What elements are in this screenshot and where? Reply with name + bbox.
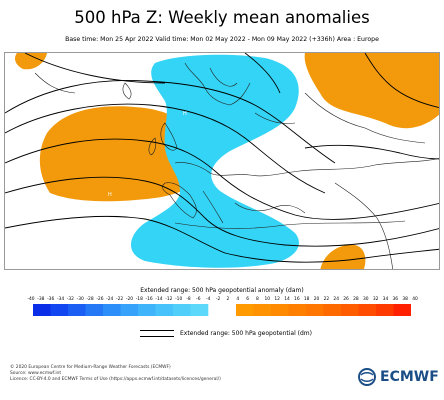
colorbar-positive-segment — [376, 304, 394, 316]
valid-time-subtitle: Base time: Mon 25 Apr 2022 Valid time: M… — [65, 36, 379, 43]
colorbar-tick: 30 — [362, 297, 369, 302]
colorbar-tick: -6 — [196, 297, 201, 302]
colorbar-tick: -2 — [215, 297, 221, 302]
colorbar-negative-segment — [50, 304, 69, 316]
colorbar-ticks: -40 -38 -36 -34 -32 -30 -28 -26 -24 -22 -20 -18 -16-… — [27, 296, 417, 304]
colorbar-negative-segment — [138, 304, 156, 316]
marker-h1: H — [183, 111, 187, 117]
ecmwf-logo-icon — [358, 368, 376, 386]
colorbar-negative-segment — [190, 304, 209, 316]
colorbar-tick: 24 — [333, 297, 340, 302]
colorbar-positive-segment — [358, 304, 377, 316]
colorbar-tick: 8 — [256, 297, 259, 302]
colorbar-tick: 34 — [382, 297, 389, 302]
colorbar-tick: 22 — [323, 297, 330, 302]
page-title: 500 hPa Z: Weekly mean anomalies — [74, 8, 370, 27]
marker-h2: H — [108, 192, 112, 198]
colorbar-tick: -32 — [66, 297, 74, 302]
colorbar-tick: -38 — [37, 297, 45, 302]
colorbar-negative-segment — [120, 304, 139, 316]
colorbar-positive-segment — [271, 304, 289, 316]
licence-line: Licence: CC-BY-4.0 and ECMWF Terms of Us… — [10, 377, 221, 382]
colorbar-tick: -40 — [27, 297, 35, 302]
colorbar-positive-segment — [341, 304, 359, 316]
copyright-line: © 2020 European Centre for Medium-Range … — [10, 365, 171, 370]
colorbar-tick: -12 — [165, 297, 173, 302]
colorbar-tick: -10 — [175, 297, 183, 302]
marker-l1: L — [225, 162, 228, 168]
positive-anomaly-northeast — [304, 53, 439, 129]
colorbar-tick: 12 — [274, 297, 280, 302]
colorbar-tick: 10 — [264, 297, 271, 302]
colorbar-tick: -36 — [47, 297, 55, 302]
colorbar-tick: 4 — [236, 297, 240, 302]
colorbar-negative-segment — [85, 304, 104, 316]
colorbar-tick: 28 — [353, 297, 359, 302]
colorbar-positive-segment — [236, 304, 254, 316]
source-line: Source: www.ecmwf.int — [10, 371, 62, 376]
colorbar-positive-segment — [253, 304, 272, 316]
positive-anomaly-southeast — [320, 244, 366, 269]
colorbar-tick: -20 — [125, 297, 134, 302]
colorbar-tick: -24 — [106, 297, 114, 302]
geopotential-contours — [5, 53, 439, 263]
colorbar-positive-segment — [288, 304, 307, 316]
colorbar-negative-segment — [33, 304, 51, 316]
anomaly-map: H H L — [4, 52, 440, 270]
colorbar-tick: -4 — [206, 297, 211, 302]
colorbar-negative-segment — [173, 304, 191, 316]
colorbar-tick: 40 — [412, 297, 418, 302]
colorbar-tick: -18 — [135, 297, 143, 302]
colorbar — [33, 304, 411, 316]
contour-legend: Extended range: 500 hPa geopotential (dm… — [140, 330, 350, 340]
colorbar-tick: -30 — [76, 297, 84, 302]
colorbar-tick: 26 — [343, 297, 349, 302]
contour-legend-line — [140, 330, 174, 337]
colorbar-tick: 36 — [392, 297, 399, 302]
colorbar-positive-segment — [306, 304, 324, 316]
colorbar-tick: -22 — [116, 297, 124, 302]
colorbar-tick: 32 — [372, 297, 379, 302]
colorbar-tick: -28 — [86, 297, 94, 302]
colorbar-tick: 6 — [246, 297, 249, 302]
contour-legend-label: Extended range: 500 hPa geopotential (dm… — [180, 330, 312, 337]
footer: © 2020 European Centre for Medium-Range … — [10, 365, 221, 383]
positive-anomaly-northwest — [15, 53, 47, 70]
colorbar-tick: 38 — [402, 297, 408, 302]
colorbar-tick: -26 — [96, 297, 104, 302]
colorbar-title: Extended range: 500 hPa geopotential ano… — [140, 287, 304, 294]
colorbar-tick: 16 — [294, 297, 300, 302]
coastlines — [34, 62, 439, 269]
colorbar-tick: 20 — [313, 297, 320, 302]
colorbar-negative-segment — [68, 304, 86, 316]
colorbar-negative-segment — [103, 304, 121, 316]
colorbar-tick: -8 — [186, 297, 191, 302]
colorbar-negative-segment — [155, 304, 174, 316]
colorbar-positive-segment — [393, 304, 411, 316]
map-svg: H H L — [5, 53, 439, 269]
colorbar-tick: -16 — [145, 297, 153, 302]
colorbar-tick: -34 — [56, 297, 65, 302]
colorbar-tick: -14 — [155, 297, 163, 302]
colorbar-tick: 14 — [284, 297, 290, 302]
positive-anomaly-west — [39, 106, 206, 202]
colorbar-positive-segment — [323, 304, 342, 316]
logo-text: ECMWF — [380, 369, 439, 385]
colorbar-tick: 18 — [303, 297, 310, 302]
ecmwf-logo[interactable]: ECMWF — [358, 368, 439, 386]
colorbar-tick: 2 — [226, 297, 230, 302]
